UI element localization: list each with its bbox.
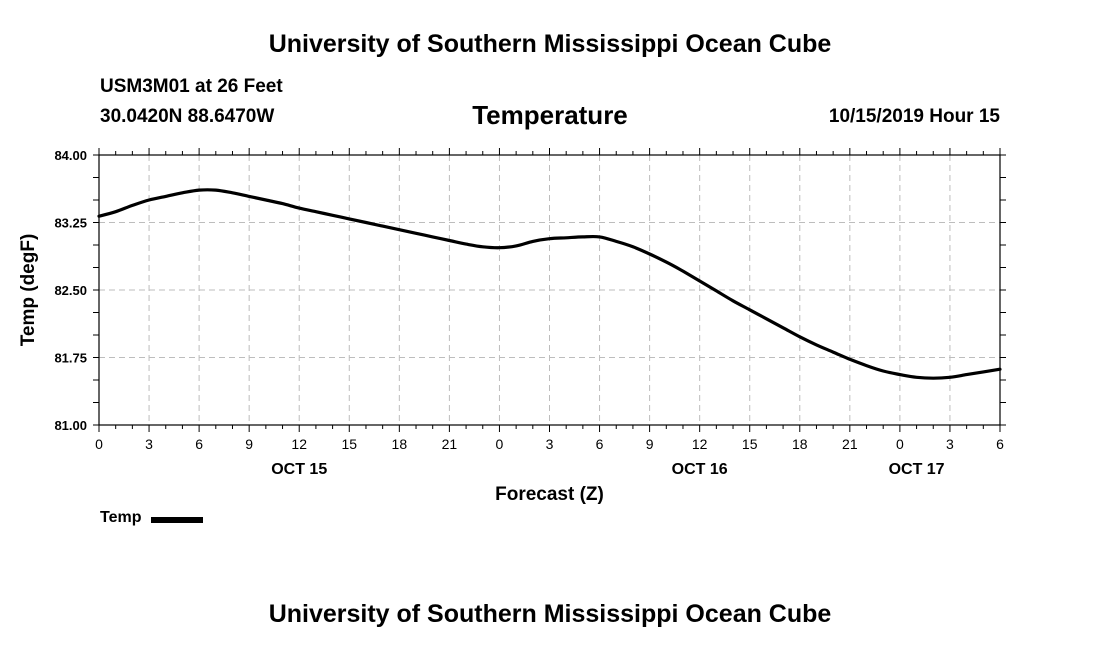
x-tick-label: 0 <box>95 436 103 452</box>
y-tick-label: 82.50 <box>54 283 87 298</box>
x-tick-label: 21 <box>442 436 458 452</box>
y-tick-label: 81.00 <box>54 418 87 433</box>
y-tick-label: 81.75 <box>54 351 87 366</box>
x-tick-label: 15 <box>742 436 758 452</box>
day-labels: OCT 15 OCT 16 OCT 17 <box>271 461 944 478</box>
x-axis-label: Forecast (Z) <box>495 484 604 505</box>
y-tick-label: 83.25 <box>54 216 87 231</box>
day-label: OCT 17 <box>889 461 945 478</box>
top-title: University of Southern Mississippi Ocean… <box>268 30 832 58</box>
legend: Temp <box>100 509 204 527</box>
station-label: USM3M01 at 26 Feet <box>100 76 283 97</box>
plot-frame <box>98 154 1001 426</box>
x-tick-label: 18 <box>392 436 408 452</box>
legend-line-swatch <box>151 516 204 523</box>
x-tick-labels: 0 3 6 9 12 15 18 21 0 3 6 9 12 15 18 21 0 3 6 <box>95 436 1004 452</box>
valid-time-label: 10/15/2019 Hour 15 <box>828 106 1000 127</box>
temp-series-line <box>97 188 1002 380</box>
x-tick-label: 3 <box>546 436 554 452</box>
x-tick-label: 15 <box>341 436 357 452</box>
x-tick-label: 6 <box>195 436 203 452</box>
y-tick-labels: 84.00 83.25 82.50 81.75 81.00 <box>54 148 87 433</box>
axis-ticks <box>93 148 1006 432</box>
coordinates-label: 30.0420N 88.6470W <box>100 106 275 127</box>
y-axis-label: Temp (degF) <box>18 234 39 347</box>
day-label: OCT 16 <box>672 461 728 478</box>
chart-title: Temperature <box>472 100 628 130</box>
day-label: OCT 15 <box>271 461 327 478</box>
x-tick-label: 6 <box>996 436 1004 452</box>
x-tick-label: 3 <box>145 436 153 452</box>
x-tick-label: 0 <box>896 436 904 452</box>
x-tick-label: 12 <box>692 436 708 452</box>
x-tick-label: 3 <box>946 436 954 452</box>
x-tick-label: 9 <box>646 436 654 452</box>
x-tick-label: 18 <box>792 436 808 452</box>
bottom-title: University of Southern Mississippi Ocean… <box>268 600 832 628</box>
x-tick-label: 0 <box>496 436 504 452</box>
legend-label: Temp <box>100 509 142 526</box>
x-tick-label: 21 <box>842 436 858 452</box>
y-tick-label: 84.00 <box>54 148 87 163</box>
x-tick-label: 12 <box>291 436 307 452</box>
grid-lines <box>99 155 1000 425</box>
x-tick-label: 9 <box>245 436 253 452</box>
x-tick-label: 6 <box>596 436 604 452</box>
